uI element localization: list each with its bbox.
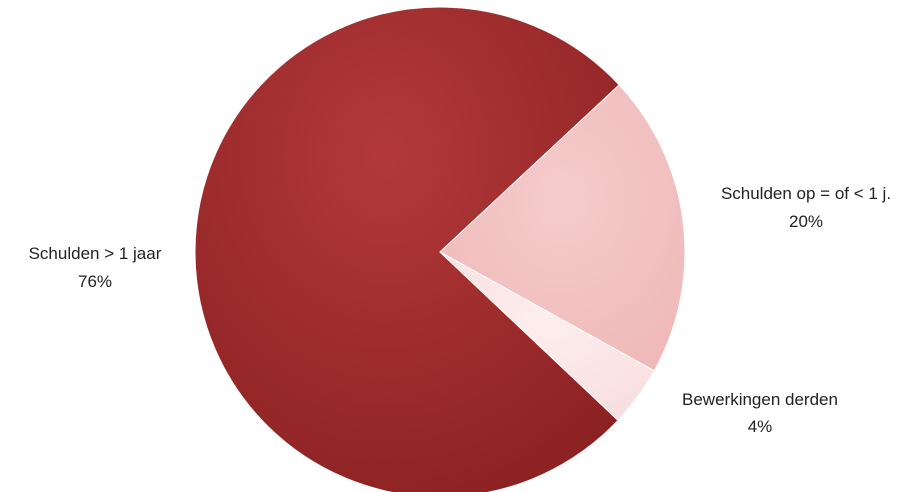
slice-value-schulden-korter-dan-1-jaar: 20%	[789, 212, 823, 231]
slice-value-schulden-meer-dan-1-jaar: 76%	[78, 272, 112, 291]
slice-label-schulden-korter-dan-1-jaar: Schulden op = of < 1 j.	[721, 184, 891, 203]
slice-value-bewerkingen-derden: 4%	[748, 417, 773, 436]
slice-label-schulden-meer-dan-1-jaar: Schulden > 1 jaar	[29, 244, 162, 263]
slice-label-bewerkingen-derden: Bewerkingen derden	[682, 390, 838, 409]
pie-slice-schulden-meer-dan-1-jaar	[194, 6, 620, 492]
pie-slice-bewerkingen-derden	[439, 251, 655, 422]
pie-slice-schulden-korter-dan-1-jaar	[439, 84, 686, 372]
